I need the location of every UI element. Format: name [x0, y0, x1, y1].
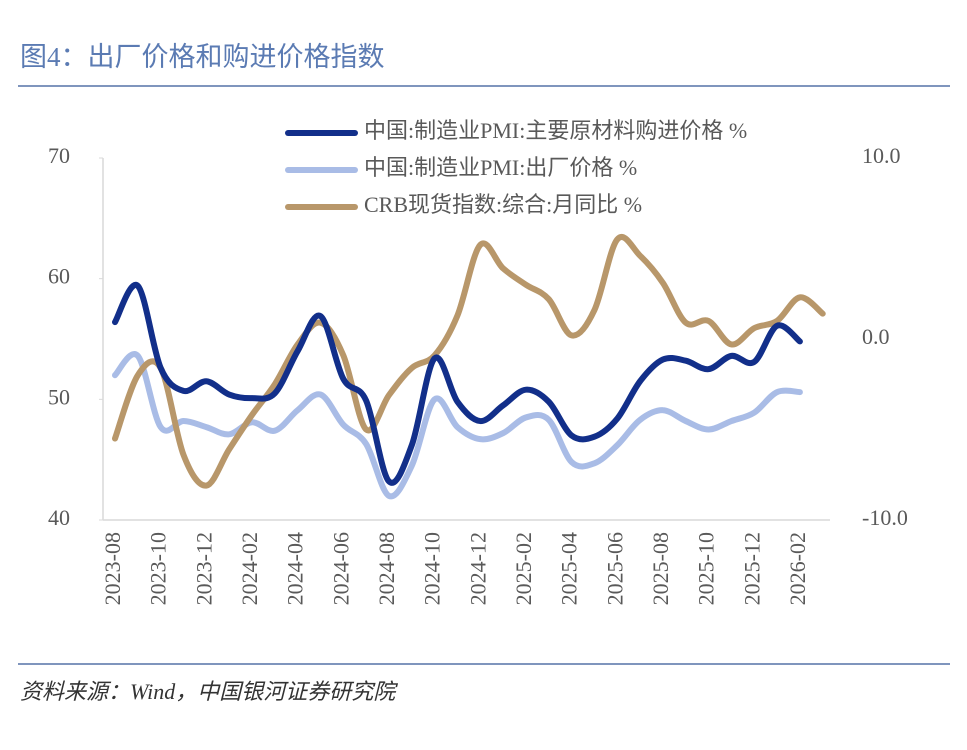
source: 资料来源：Wind，中国银河证券研究院 — [20, 679, 398, 704]
x-tick-label: 2025-04 — [557, 532, 582, 605]
y2-tick-label: 0.0 — [862, 324, 890, 349]
x-tick-label: 2026-02 — [785, 532, 810, 605]
y-tick-label: 50 — [48, 384, 70, 409]
y-tick-label: 40 — [48, 505, 70, 530]
series-line — [112, 282, 803, 486]
x-tick-label: 2024-12 — [465, 532, 490, 605]
y2-tick-label: 10.0 — [862, 143, 901, 168]
y2-tick-label: -10.0 — [862, 505, 908, 530]
x-tick-label: 2024-02 — [237, 532, 262, 605]
x-tick-label: 2023-08 — [100, 532, 125, 605]
x-tick-label: 2025-08 — [648, 532, 673, 605]
x-tick-label: 2023-12 — [191, 532, 216, 605]
x-tick-label: 2023-10 — [146, 532, 171, 605]
x-tick-label: 2025-12 — [739, 532, 764, 605]
legend-label: CRB现货指数:综合:月同比 % — [364, 192, 642, 217]
x-tick-label: 2024-06 — [328, 532, 353, 605]
x-tick-label: 2025-06 — [602, 532, 627, 605]
series-line — [112, 351, 803, 500]
legend-label: 中国:制造业PMI:主要原材料购进价格 % — [364, 118, 747, 143]
y-tick-label: 60 — [48, 264, 70, 289]
y-tick-label: 70 — [48, 143, 70, 168]
chart-title: 图4：出厂价格和购进价格指数 — [20, 42, 385, 72]
x-tick-label: 2025-02 — [511, 532, 536, 605]
legend-label: 中国:制造业PMI:出厂价格 % — [364, 155, 637, 180]
x-tick-label: 2024-04 — [283, 532, 308, 605]
x-tick-label: 2025-10 — [694, 532, 719, 605]
x-tick-label: 2024-10 — [420, 532, 445, 605]
series-line — [112, 234, 826, 489]
x-tick-label: 2024-08 — [374, 532, 399, 605]
